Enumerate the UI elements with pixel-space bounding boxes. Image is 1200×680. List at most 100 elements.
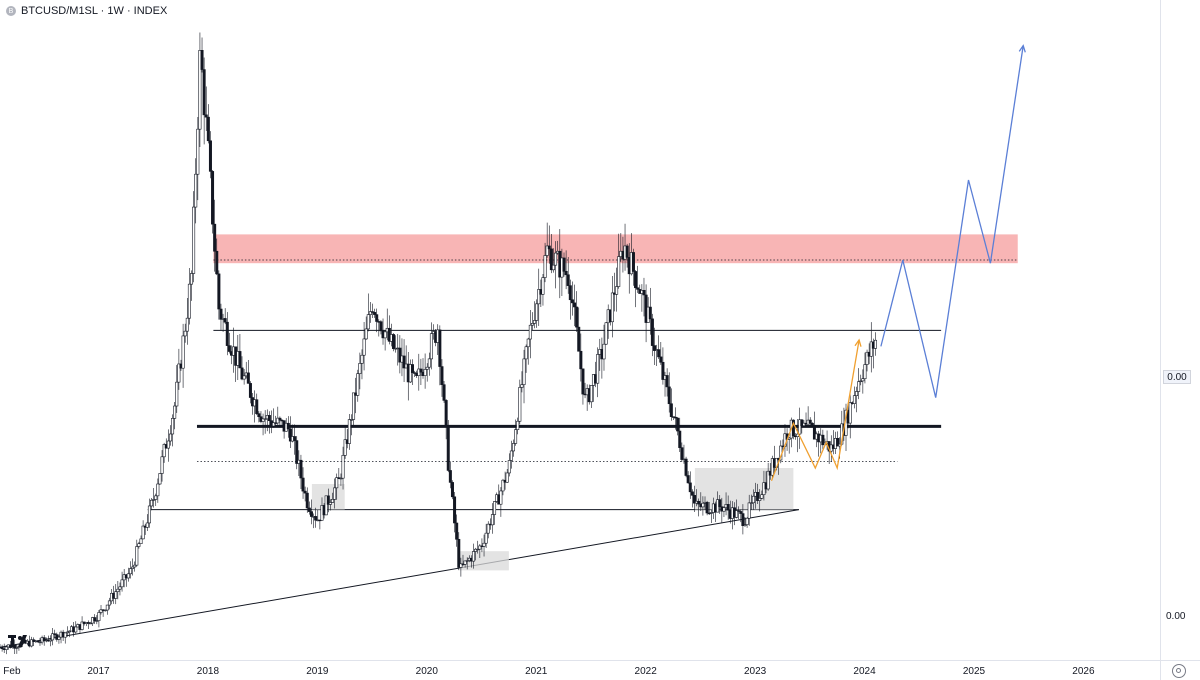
candle-body <box>339 477 343 480</box>
candle-body <box>57 636 61 640</box>
candle-body <box>518 387 522 422</box>
candle-body <box>263 418 267 420</box>
candle-body <box>568 285 572 301</box>
candle-body <box>67 630 71 633</box>
candle-body <box>652 345 656 351</box>
candle-body <box>238 351 242 369</box>
candle-body <box>358 363 362 374</box>
candle-body <box>88 622 92 625</box>
candle-body <box>741 513 745 526</box>
candle-body <box>722 507 726 512</box>
candle-body <box>848 402 852 424</box>
x-tick-label: 2017 <box>87 666 110 677</box>
candle-body <box>150 499 154 507</box>
candle-body <box>836 438 840 447</box>
candle-body <box>648 306 652 320</box>
candle-body <box>667 386 671 405</box>
candle-body <box>484 532 488 544</box>
candle-body <box>288 428 292 442</box>
candle-body <box>798 419 802 435</box>
candle-body <box>610 292 614 323</box>
x-tick-label: 2021 <box>525 666 548 677</box>
candle-body <box>303 490 307 494</box>
candle-body <box>42 637 46 641</box>
candle-body <box>375 314 379 322</box>
candle-body <box>692 495 696 504</box>
candle-body <box>305 492 309 509</box>
candle-body <box>107 600 111 606</box>
candle-body <box>314 516 318 521</box>
candle-body <box>808 419 812 424</box>
candle-body <box>566 274 570 286</box>
candle-body <box>543 255 547 278</box>
candle-body <box>541 277 545 295</box>
candle-body <box>335 477 339 489</box>
candle-body <box>135 546 139 566</box>
candle-body <box>575 306 579 328</box>
candle-body <box>676 417 680 432</box>
candle-body <box>133 564 137 568</box>
candle-body <box>631 252 635 272</box>
candle-body <box>196 128 200 175</box>
candle-body <box>368 311 372 315</box>
candle-body <box>246 372 250 384</box>
candle-body <box>442 384 446 401</box>
tradingview-logo-icon[interactable] <box>8 634 32 648</box>
candle-body <box>223 318 227 323</box>
candle-body <box>636 287 640 290</box>
candle-body <box>343 439 347 456</box>
candle-body <box>549 248 553 271</box>
candle-body <box>156 483 160 497</box>
candle-body <box>751 495 755 504</box>
candle-body <box>444 400 448 427</box>
candle-body <box>301 477 305 492</box>
candle-body <box>625 245 629 258</box>
candle-body <box>419 368 423 373</box>
candle-body <box>448 470 452 483</box>
symbol-title[interactable]: BTCUSD/M1SL · 1W · INDEX <box>21 5 168 17</box>
candle-body <box>735 510 739 518</box>
candle-body <box>402 355 406 369</box>
bitcoin-dot-icon: B <box>6 6 16 16</box>
candle-body <box>661 361 665 380</box>
candle-body <box>4 646 8 650</box>
candle-body <box>457 538 461 568</box>
candle-body <box>105 604 109 611</box>
candle-body <box>577 326 581 352</box>
candle-body <box>812 425 816 440</box>
candle-body <box>356 373 360 396</box>
candle-body <box>187 283 191 319</box>
candle-body <box>154 495 158 500</box>
candle-body <box>686 475 690 484</box>
candle-body <box>857 381 861 392</box>
chart-header: B BTCUSD/M1SL · 1W · INDEX <box>6 4 167 18</box>
candle-body <box>331 499 335 503</box>
candle-body <box>141 525 145 540</box>
candle-body <box>472 551 476 562</box>
candle-body <box>547 245 551 250</box>
time-axis-divider <box>0 660 1200 661</box>
candle-body <box>333 487 337 500</box>
candle-body <box>192 206 196 274</box>
candle-body <box>272 422 276 427</box>
candle-body <box>261 418 265 422</box>
candle-body <box>615 286 619 295</box>
candle-body <box>602 343 606 360</box>
candle-body <box>166 440 170 449</box>
candle-body <box>756 492 760 501</box>
settings-icon[interactable] <box>1172 664 1186 678</box>
candle-body <box>240 367 244 380</box>
candle-body <box>131 566 135 569</box>
candle-body <box>204 114 208 118</box>
candle-body <box>227 345 231 352</box>
candle-body <box>596 354 600 384</box>
candle-body <box>183 330 187 337</box>
candle-body <box>97 612 101 621</box>
candle-body <box>505 472 509 483</box>
candle-body <box>486 523 490 534</box>
candle-body <box>745 517 749 525</box>
candle-body <box>366 314 370 330</box>
candle-body <box>0 646 4 650</box>
